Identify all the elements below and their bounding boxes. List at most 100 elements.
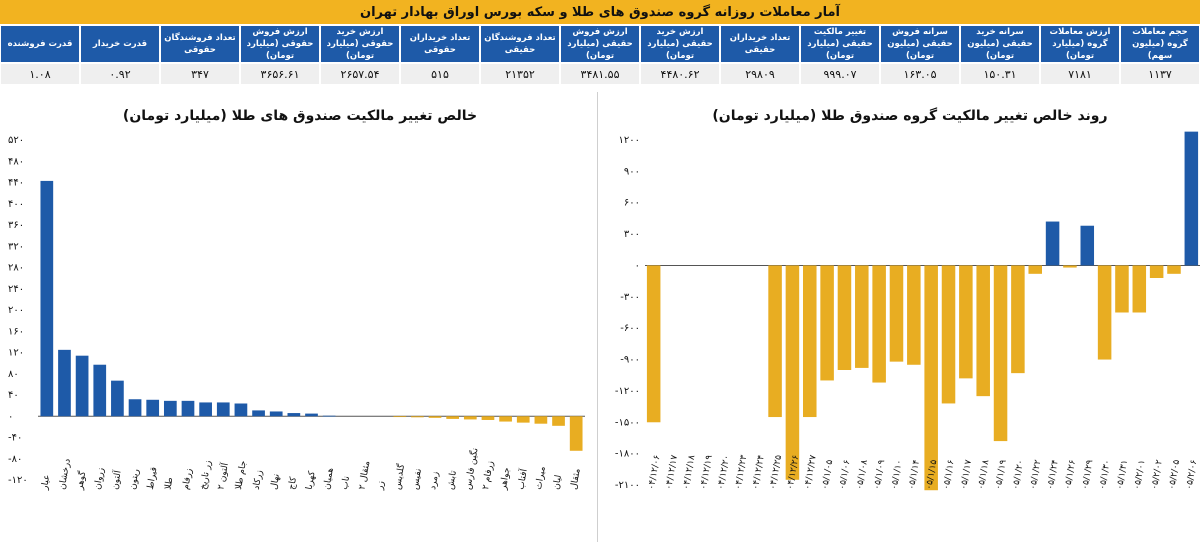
- data-bar: [837, 265, 852, 370]
- stat-value: ۱.۰۸: [1, 64, 79, 84]
- stat-label: تغییر مالکیت حقیقی (میلیارد تومان): [801, 26, 879, 62]
- data-bar: [446, 416, 460, 419]
- category-label: ۰۵/۲/۰۵: [1167, 459, 1182, 491]
- y-tick-label: -۶۰۰: [620, 323, 640, 334]
- stat-label: سرانه خرید حقیقی (میلیون تومان): [961, 26, 1039, 62]
- category-label: نهال: [269, 473, 282, 490]
- category-label: زرکاد: [252, 469, 265, 490]
- data-bar: [646, 265, 661, 423]
- ownership-change-trend-svg: روند خالص تغییر مالکیت گروه صندوق طلا (م…: [615, 107, 1200, 491]
- data-bar: [499, 416, 512, 422]
- category-label: زر تاریخ: [199, 460, 214, 491]
- category-label: کاج: [287, 475, 299, 490]
- y-tick-label: -۱۲۰: [8, 475, 28, 486]
- data-bar: [181, 400, 195, 417]
- ownership-change-by-fund-svg: خالص تغییر مالکیت صندوق های طلا (میلیارد…: [8, 108, 585, 492]
- category-label: زر: [375, 480, 387, 491]
- category-label: ۰۵/۱/۱۸: [976, 459, 991, 491]
- data-bar: [976, 265, 990, 397]
- data-bar: [907, 265, 921, 365]
- data-bar: [1167, 265, 1181, 274]
- category-label: زرفام: [181, 468, 195, 491]
- stat-value: ۴۴۸۰.۶۲: [641, 64, 719, 84]
- data-bar: [428, 416, 442, 418]
- stat-label: قدرت خریدار: [81, 26, 159, 62]
- stat-value: ۱۱۳۷: [1121, 64, 1199, 84]
- stat-label: ارزش معاملات گروه (میلیارد تومان): [1041, 26, 1119, 62]
- data-bar: [1011, 265, 1025, 374]
- data-bar: [516, 416, 530, 423]
- data-bar: [163, 400, 177, 417]
- stats-table: حجم معاملات گروه (میلیون سهم) ۱۱۳۷ ارزش مع…: [0, 26, 1200, 86]
- category-label: زمرد: [428, 471, 441, 491]
- y-tick-label: -۳۰۰: [620, 292, 640, 303]
- data-bar: [1045, 221, 1060, 266]
- data-bar: [785, 265, 800, 480]
- y-tick-label: ۸۰: [8, 369, 19, 380]
- data-bar: [534, 416, 548, 424]
- data-bar: [1149, 265, 1164, 278]
- stat-value: ۰.۹۲: [81, 64, 159, 84]
- category-label: جام طلا: [234, 460, 249, 491]
- data-bar: [234, 403, 248, 417]
- category-label: ۰۵/۱/۱۴: [907, 459, 922, 491]
- ownership-change-by-fund-chart: خالص تغییر مالکیت صندوق های طلا (میلیارد…: [0, 90, 595, 545]
- y-tick-label: ۰: [8, 411, 13, 422]
- stat-value: ۳۶۵۶.۶۱: [241, 64, 319, 84]
- y-tick-label: -۲۱۰۰: [615, 480, 640, 491]
- y-tick-label: ۴۸۰: [8, 156, 24, 167]
- y-tick-label: ۲۰۰: [8, 305, 24, 316]
- category-label: نگین فارس: [461, 447, 480, 491]
- stat-column: قدرت فروشنده ۱.۰۸: [0, 26, 80, 86]
- y-tick-label: ۹۰۰: [624, 166, 640, 177]
- y-tick-label: ۴۰: [8, 390, 19, 401]
- category-label: ریتون: [128, 468, 141, 490]
- y-tick-label: ۵۲۰: [8, 135, 24, 146]
- data-bar: [75, 355, 89, 417]
- y-tick-label: -۹۰۰: [620, 355, 640, 366]
- data-bar: [1097, 265, 1112, 360]
- category-label: مثقال ۲: [358, 460, 373, 491]
- category-label: ۰۴/۱۲/۱۸: [681, 454, 697, 490]
- data-bar: [287, 413, 301, 417]
- data-bar: [393, 416, 407, 418]
- data-bar: [216, 402, 230, 417]
- data-bar: [128, 399, 142, 417]
- category-label: ۰۵/۱/۳۱: [1115, 459, 1130, 491]
- data-bar: [1028, 265, 1042, 274]
- y-tick-label: ۶۰۰: [624, 198, 640, 209]
- category-label: ۰۵/۱/۰۸: [855, 459, 870, 491]
- stat-column: حجم معاملات گروه (میلیون سهم) ۱۱۳۷: [1120, 26, 1200, 86]
- category-label: ۰۵/۱/۱۰: [890, 459, 905, 491]
- data-bar: [252, 410, 265, 417]
- category-label: ۰۴/۱۲/۲۴: [751, 454, 767, 490]
- category-label: طلا: [163, 476, 175, 490]
- stat-column: سرانه خرید حقیقی (میلیون تومان) ۱۵۰.۳۱: [960, 26, 1040, 86]
- stat-value: ۲۹۸۰۹: [721, 64, 799, 84]
- y-tick-label: ۳۶۰: [8, 220, 24, 231]
- data-bar: [941, 265, 956, 404]
- category-label: کهربا: [305, 470, 318, 491]
- stat-column: قدرت خریدار ۰.۹۲: [80, 26, 160, 86]
- category-label: تابش: [446, 469, 459, 490]
- category-label: ۰۴/۱۲/۲۷: [803, 454, 819, 490]
- data-bar: [959, 265, 973, 379]
- data-bar: [803, 265, 817, 418]
- category-label: ۰۴/۱۲/۲۰: [716, 454, 732, 490]
- category-label: ۰۵/۱/۰۶: [838, 459, 853, 491]
- stat-label: حجم معاملات گروه (میلیون سهم): [1121, 26, 1199, 62]
- stat-column: ارزش خرید حقوقی (میلیارد تومان) ۲۶۵۷.۵۴: [320, 26, 400, 86]
- stat-column: تعداد خریداران حقوقی ۵۱۵: [400, 26, 480, 86]
- y-tick-label: ۳۲۰: [8, 241, 24, 252]
- category-label: ۰۵/۱/۰۵: [820, 459, 835, 491]
- stat-value: ۲۱۳۵۲: [481, 64, 559, 84]
- data-bar: [58, 349, 71, 417]
- data-bar: [481, 416, 495, 420]
- category-label: قیراط: [146, 466, 160, 490]
- category-label: ناب: [340, 475, 352, 490]
- stat-label: ارزش فروش حقیقی (میلیارد تومان): [561, 26, 639, 62]
- category-label: گلدیس: [391, 462, 407, 490]
- stat-value: ۳۴۸۱.۵۵: [561, 64, 639, 84]
- y-tick-label: ۳۰۰: [624, 229, 640, 240]
- stat-label: تعداد خریداران حقیقی: [721, 26, 799, 62]
